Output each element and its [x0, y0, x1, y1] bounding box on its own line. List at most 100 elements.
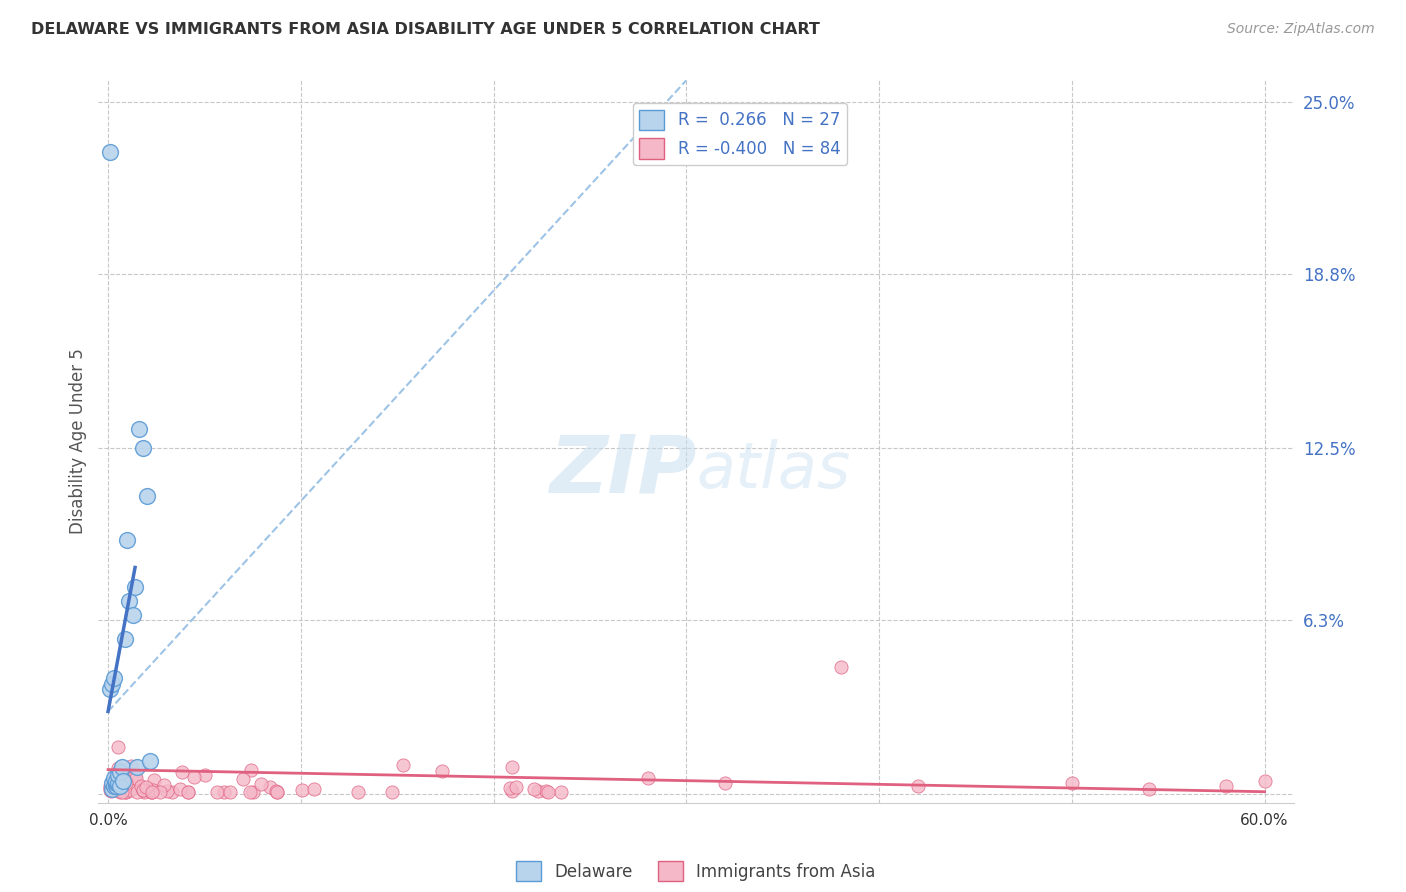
Point	[523, 781, 546, 796]
Point	[381, 785, 404, 799]
Point	[177, 785, 200, 799]
Point	[242, 785, 264, 799]
Point	[107, 739, 129, 754]
Point	[128, 422, 150, 436]
Point	[501, 784, 523, 798]
Text: atlas: atlas	[696, 440, 851, 501]
Point	[124, 580, 146, 594]
Point	[101, 776, 124, 790]
Point	[107, 776, 129, 790]
Point	[141, 785, 163, 799]
Point	[118, 782, 141, 797]
Point	[114, 785, 136, 799]
Point	[141, 785, 163, 799]
Point	[501, 760, 523, 774]
Point	[907, 779, 929, 793]
Point	[114, 773, 136, 788]
Point	[1215, 779, 1237, 793]
Point	[536, 783, 558, 797]
Point	[183, 770, 205, 784]
Point	[107, 771, 129, 785]
Point	[135, 780, 157, 794]
Point	[499, 781, 522, 796]
Point	[105, 783, 128, 797]
Point	[117, 533, 139, 547]
Y-axis label: Disability Age Under 5: Disability Age Under 5	[69, 349, 87, 534]
Point	[129, 780, 152, 794]
Point	[107, 777, 129, 791]
Point	[100, 776, 122, 790]
Point	[160, 785, 183, 799]
Point	[232, 772, 254, 786]
Point	[139, 754, 162, 768]
Point	[132, 783, 155, 797]
Point	[347, 785, 370, 799]
Point	[120, 759, 142, 773]
Text: Source: ZipAtlas.com: Source: ZipAtlas.com	[1227, 22, 1375, 37]
Point	[108, 779, 131, 793]
Point	[550, 785, 572, 799]
Point	[114, 773, 136, 788]
Point	[240, 764, 263, 778]
Point	[98, 682, 121, 697]
Point	[218, 784, 240, 798]
Point	[104, 779, 127, 793]
Point	[142, 772, 165, 787]
Point	[125, 760, 148, 774]
Point	[103, 779, 125, 793]
Point	[112, 773, 135, 788]
Point	[124, 769, 146, 783]
Point	[108, 765, 131, 780]
Point	[101, 677, 124, 691]
Point	[103, 780, 125, 794]
Point	[637, 771, 659, 785]
Point	[118, 593, 141, 607]
Point	[172, 765, 194, 780]
Point	[104, 771, 127, 785]
Text: DELAWARE VS IMMIGRANTS FROM ASIA DISABILITY AGE UNDER 5 CORRELATION CHART: DELAWARE VS IMMIGRANTS FROM ASIA DISABIL…	[31, 22, 820, 37]
Point	[104, 773, 127, 788]
Point	[527, 784, 550, 798]
Point	[266, 785, 288, 799]
Point	[101, 772, 124, 786]
Point	[430, 764, 453, 778]
Point	[266, 784, 288, 798]
Point	[141, 785, 163, 799]
Point	[1137, 781, 1160, 796]
Point	[249, 777, 271, 791]
Point	[392, 757, 415, 772]
Point	[156, 784, 179, 798]
Point	[103, 671, 125, 685]
Point	[115, 776, 138, 790]
Point	[114, 785, 136, 799]
Legend: Delaware, Immigrants from Asia: Delaware, Immigrants from Asia	[509, 855, 883, 888]
Point	[107, 761, 129, 775]
Point	[135, 489, 157, 503]
Point	[239, 785, 262, 799]
Point	[98, 779, 121, 793]
Point	[194, 768, 217, 782]
Point	[302, 781, 325, 796]
Point	[830, 660, 852, 674]
Point	[107, 768, 129, 782]
Point	[114, 632, 136, 647]
Point	[149, 785, 172, 799]
Point	[101, 781, 124, 796]
Point	[132, 783, 155, 797]
Point	[505, 780, 527, 794]
Point	[1253, 773, 1275, 788]
Point	[105, 772, 128, 787]
Point	[152, 778, 174, 792]
Point	[98, 781, 121, 796]
Point	[98, 145, 121, 160]
Point	[537, 785, 560, 799]
Point	[714, 776, 737, 790]
Point	[125, 771, 148, 785]
Point	[111, 785, 134, 799]
Point	[103, 771, 125, 785]
Point	[169, 781, 191, 796]
Point	[1060, 776, 1083, 790]
Text: ZIP: ZIP	[548, 432, 696, 509]
Point	[291, 783, 314, 797]
Point	[108, 785, 131, 799]
